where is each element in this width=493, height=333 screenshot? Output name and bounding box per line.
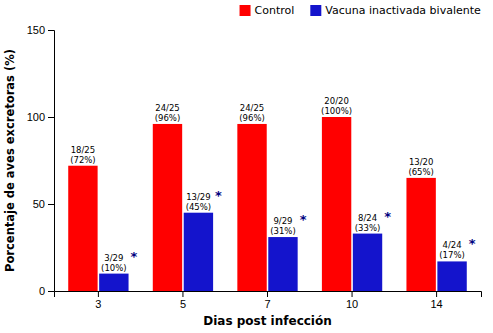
y-axis: 0 50 100 150 (27, 24, 55, 297)
x-tick-label: 5 (180, 298, 186, 310)
y-tick-label: 100 (27, 111, 45, 123)
x-tick-label: 7 (264, 298, 270, 310)
data-label: 13/20(65%) (408, 157, 434, 177)
legend-item: Control (240, 4, 295, 17)
legend-swatch (240, 5, 251, 16)
y-axis-line (48, 31, 55, 292)
y-tick-label: 0 (39, 285, 45, 297)
x-tick: 5 (180, 291, 186, 310)
x-tick: 10 (346, 291, 358, 310)
x-tick: 14 (430, 291, 442, 310)
y-tick: 150 (27, 24, 54, 36)
x-tick-mark (182, 291, 183, 297)
y-tick-mark (48, 291, 54, 292)
bar (406, 178, 435, 291)
bar-series (68, 117, 436, 291)
x-axis-title: Dias post infección (203, 314, 332, 328)
y-tick-label: 50 (33, 198, 45, 210)
data-label: 18/25(72%) (70, 145, 96, 165)
legend-swatch (310, 5, 321, 16)
bar (184, 213, 213, 291)
legend: Control Vacuna inactivada bivalente (240, 4, 481, 17)
y-tick: 0 (39, 285, 54, 297)
x-tick-mark (267, 291, 268, 297)
x-tick: 3 (95, 291, 101, 310)
annotation: * (384, 209, 391, 224)
x-tick-label: 10 (346, 298, 358, 310)
bar (99, 274, 128, 291)
plot: 3 5 7 10 14 0 50 100 150 18/25(72%) 24/25(96%) 24/2… (27, 24, 482, 310)
bar-series (99, 213, 467, 291)
bar (353, 234, 382, 291)
data-label: 24/25(96%) (155, 103, 181, 123)
annotation: * (469, 236, 476, 251)
bar (322, 117, 351, 291)
y-axis-title: Porcentaje de aves excretoras (%) (3, 49, 17, 272)
x-tick-mark (436, 291, 437, 297)
data-label: 4/24(17%) (439, 240, 465, 260)
y-tick-label: 150 (27, 24, 45, 36)
legend-label: Control (255, 4, 295, 17)
x-axis-line (55, 292, 482, 298)
data-label: 9/29(31%) (270, 216, 296, 236)
y-tick: 50 (33, 198, 54, 210)
x-tick-label: 3 (95, 298, 101, 310)
legend-item: Vacuna inactivada bivalente (310, 4, 481, 17)
annotation: * (215, 188, 222, 203)
data-labels: 18/25(72%) 24/25(96%) 24/25(96%) 20/20(100%… (70, 96, 476, 273)
x-tick-mark (352, 291, 353, 297)
y-tick: 100 (27, 111, 54, 123)
data-label: 8/24(33%) (355, 213, 381, 233)
data-label: 20/20(100%) (321, 96, 352, 116)
bar (153, 124, 182, 291)
bars (68, 117, 467, 291)
x-axis: 3 5 7 10 14 (55, 291, 482, 310)
x-tick: 7 (264, 291, 270, 310)
annotation: * (131, 249, 138, 264)
bar (68, 166, 97, 291)
bar (268, 237, 297, 291)
y-tick-mark (48, 204, 54, 205)
y-tick-mark (48, 30, 54, 31)
x-tick-mark (98, 291, 99, 297)
x-tick-label: 14 (430, 298, 442, 310)
data-label: 3/29(10%) (101, 253, 127, 273)
y-tick-mark (48, 117, 54, 118)
annotation: * (300, 212, 307, 227)
chart: 3 5 7 10 14 0 50 100 150 18/25(72%) 24/25(96%) 24/2… (0, 0, 493, 333)
bar (237, 124, 266, 291)
data-label: 13/29(45%) (186, 192, 212, 212)
legend-label: Vacuna inactivada bivalente (325, 4, 481, 17)
data-label: 24/25(96%) (239, 103, 265, 123)
bar (437, 261, 466, 291)
